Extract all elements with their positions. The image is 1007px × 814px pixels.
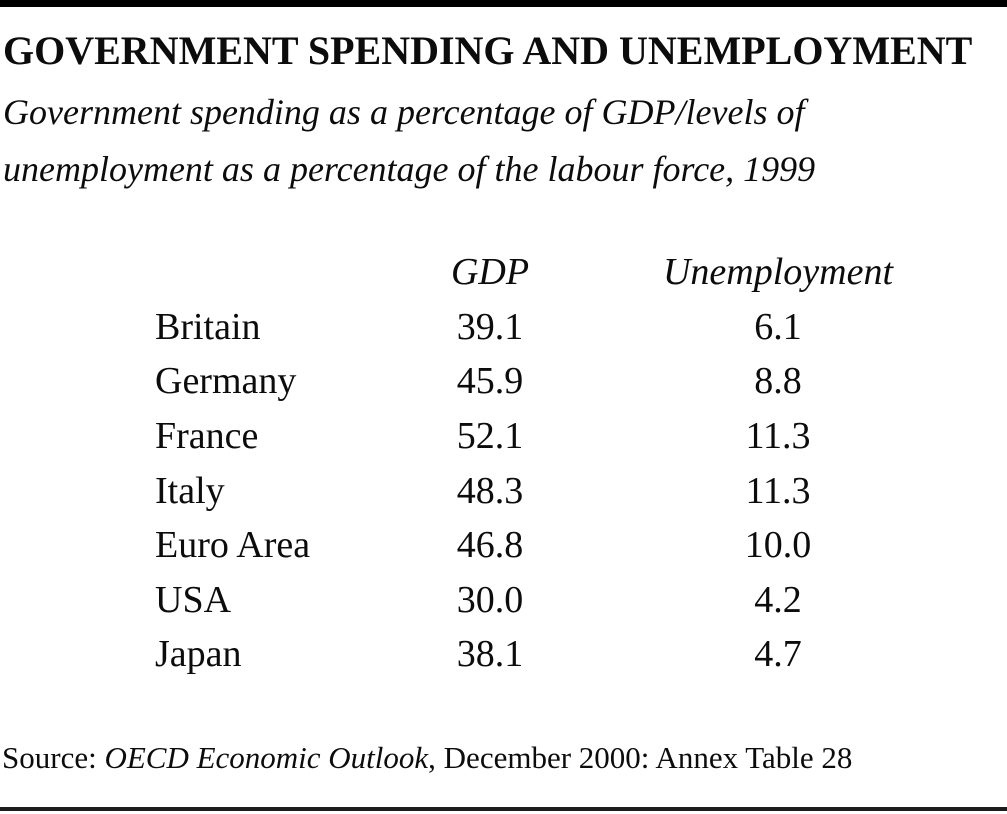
gdp-value: 39.1 [456, 305, 524, 348]
data-table: GDP Unemployment Britain 39.1 6.1 German… [155, 245, 981, 682]
row-label: France [155, 415, 259, 458]
unemployment-value: 4.7 [754, 633, 802, 676]
source-publication: OECD Economic Outlook [104, 740, 429, 775]
source-note: Source: OECD Economic Outlook, December … [2, 742, 852, 773]
row-label: Italy [155, 469, 225, 512]
unemployment-value: 6.1 [754, 305, 802, 348]
gdp-value: 38.1 [456, 633, 524, 676]
gdp-value: 30.0 [456, 578, 524, 621]
table-row: Germany 45.9 8.8 [155, 354, 981, 409]
subtitle-line-1: Government spending as a percentage of G… [3, 92, 805, 132]
table-row: Euro Area 46.8 10.0 [155, 518, 981, 573]
table-row: USA 30.0 4.2 [155, 573, 981, 628]
gdp-value: 46.8 [456, 524, 524, 567]
row-label: Euro Area [155, 524, 311, 567]
row-label: USA [155, 578, 232, 621]
page-subtitle: Government spending as a percentage of G… [3, 84, 815, 198]
row-label: Japan [155, 633, 242, 676]
table-row: Italy 48.3 11.3 [155, 463, 981, 518]
gdp-value: 48.3 [456, 469, 524, 512]
source-prefix: Source: [2, 740, 105, 775]
row-label: Germany [155, 360, 297, 403]
subtitle-line-2: unemployment as a percentage of the labo… [3, 149, 816, 189]
col-header-gdp: GDP [450, 251, 530, 294]
row-label: Britain [155, 305, 261, 348]
unemployment-value: 10.0 [744, 524, 812, 567]
gdp-value: 45.9 [456, 360, 524, 403]
table-row: Britain 39.1 6.1 [155, 300, 981, 355]
gdp-value: 52.1 [456, 415, 524, 458]
page-title: GOVERNMENT SPENDING AND UNEMPLOYMENT [3, 28, 973, 73]
col-header-unemployment: Unemployment [662, 251, 894, 294]
unemployment-value: 11.3 [745, 415, 811, 458]
table-header-row: GDP Unemployment [155, 245, 981, 300]
source-suffix: , December 2000: Annex Table 28 [428, 740, 853, 775]
unemployment-value: 4.2 [754, 578, 802, 621]
top-rule [0, 0, 1007, 7]
unemployment-value: 11.3 [745, 469, 811, 512]
bottom-rule [0, 807, 1007, 811]
table-row: Japan 38.1 4.7 [155, 627, 981, 682]
table-row: France 52.1 11.3 [155, 409, 981, 464]
unemployment-value: 8.8 [754, 360, 802, 403]
